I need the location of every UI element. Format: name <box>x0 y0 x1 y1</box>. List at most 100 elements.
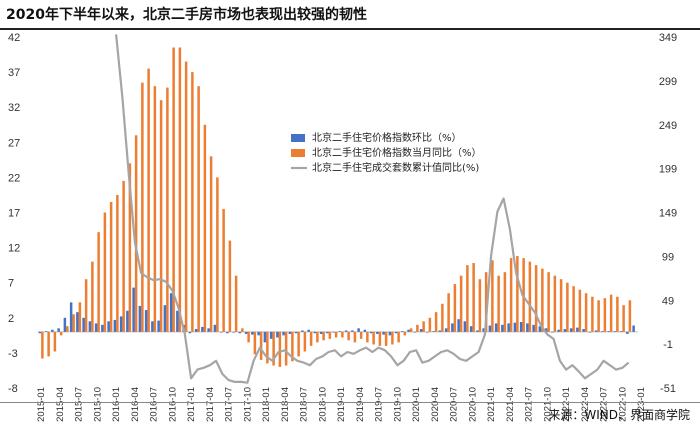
x-tick: 2019-01 <box>336 387 347 422</box>
mom-bar <box>276 331 279 338</box>
mom-bar <box>438 330 442 332</box>
yoy-bar <box>509 258 513 332</box>
mom-bar <box>557 329 560 332</box>
mom-bar <box>338 331 342 332</box>
yoy-bar <box>566 282 569 332</box>
x-tick: 2022-10 <box>617 387 628 422</box>
legend-swatch <box>291 149 305 157</box>
yoy-bar <box>91 261 94 332</box>
yoy-bar <box>597 300 600 332</box>
yoy-bar <box>53 331 57 352</box>
mom-bar <box>76 312 79 332</box>
legend-label: 北京二手住宅价格指数环比（%） <box>312 131 462 144</box>
legend-label: 北京二手住宅价格指数当月同比（%） <box>312 146 482 159</box>
yoy-bar <box>503 272 507 332</box>
mom-bar <box>269 331 273 339</box>
x-tick: 2017-04 <box>205 387 216 422</box>
x-tick: 2017-07 <box>224 387 235 422</box>
x-tick: 2021-01 <box>486 387 497 422</box>
mom-bar <box>632 325 635 332</box>
mom-bar <box>157 320 160 332</box>
yoy-bar <box>203 124 207 332</box>
mom-bar <box>263 331 267 343</box>
x-tick: 2015-07 <box>74 387 85 422</box>
yoy-bar <box>459 275 463 332</box>
mom-bar <box>201 326 204 332</box>
mom-bar <box>194 329 198 332</box>
yoy-bar <box>328 331 332 339</box>
yoy-bar <box>609 294 613 332</box>
x-tick: 2020-01 <box>411 387 422 422</box>
yoy-bar <box>216 177 219 332</box>
yoy-bar <box>84 279 88 332</box>
x-tick: 2018-04 <box>280 387 291 422</box>
volume-line <box>115 34 630 384</box>
yoy-bar <box>247 331 250 343</box>
y-right-tick: -51 <box>660 383 676 395</box>
yoy-bar <box>534 265 538 332</box>
y-left-tick: 32 <box>8 102 20 114</box>
y-right-tick: 49 <box>662 295 674 307</box>
mom-bar <box>607 331 610 332</box>
mom-bar <box>63 317 67 332</box>
mom-bar <box>344 330 348 332</box>
x-tick: 2017-10 <box>242 387 253 422</box>
yoy-bar <box>628 300 632 332</box>
mom-bar <box>307 329 310 332</box>
yoy-bar <box>497 275 500 332</box>
mom-bar <box>413 331 417 333</box>
yoy-bar <box>553 275 557 332</box>
mom-bar <box>313 331 317 334</box>
mom-bar <box>132 287 135 332</box>
x-tick: 2018-01 <box>261 387 272 422</box>
mom-bar <box>407 329 410 332</box>
mom-bar <box>544 328 548 332</box>
mom-bar <box>626 331 629 334</box>
mom-bar <box>513 322 517 332</box>
mom-bar <box>507 323 510 332</box>
yoy-bar <box>409 328 413 332</box>
mom-bar <box>282 331 285 336</box>
yoy-bar <box>428 317 432 332</box>
mom-bar <box>388 331 392 336</box>
x-tick: 2021-04 <box>505 387 516 422</box>
yoy-bar <box>41 331 44 359</box>
footer-rule <box>0 402 700 403</box>
mom-bar <box>594 330 598 332</box>
mom-bar <box>563 329 567 332</box>
mom-bar <box>144 310 148 332</box>
x-tick: 2022-04 <box>580 387 591 422</box>
mom-bars <box>38 287 635 343</box>
yoy-bar <box>284 331 288 366</box>
yoy-bar <box>97 232 100 332</box>
mom-bar <box>376 331 379 334</box>
yoy-bar <box>578 289 582 332</box>
mom-bar <box>538 326 542 332</box>
yoy-bar <box>603 298 607 332</box>
y-left-tick: -3 <box>8 348 18 360</box>
mom-bar <box>444 328 448 332</box>
mom-bar <box>113 319 117 332</box>
yoy-bar <box>116 194 119 332</box>
mom-bar <box>288 331 292 334</box>
yoy-bar <box>584 293 588 332</box>
yoy-bar <box>297 331 300 357</box>
legend-label: 北京二手住宅成交套数累计值同比(%) <box>312 161 479 174</box>
mom-bar <box>569 328 573 332</box>
yoy-bar <box>66 326 69 332</box>
yoy-bar <box>347 331 350 341</box>
x-tick: 2021-07 <box>524 387 535 422</box>
mom-bar <box>82 317 85 332</box>
y-right-tick: 199 <box>659 164 677 176</box>
yoy-bar <box>359 331 363 339</box>
x-tick: 2015-04 <box>55 387 66 422</box>
yoy-bar <box>272 331 275 366</box>
yoy-bar <box>228 240 232 332</box>
mom-bar <box>69 302 73 332</box>
yoy-bar <box>222 208 225 332</box>
mom-bar <box>369 331 373 334</box>
mom-bar <box>501 324 504 332</box>
yoy-bar <box>122 180 125 332</box>
y-right-tick: -1 <box>663 339 673 351</box>
yoy-bar <box>291 331 294 362</box>
